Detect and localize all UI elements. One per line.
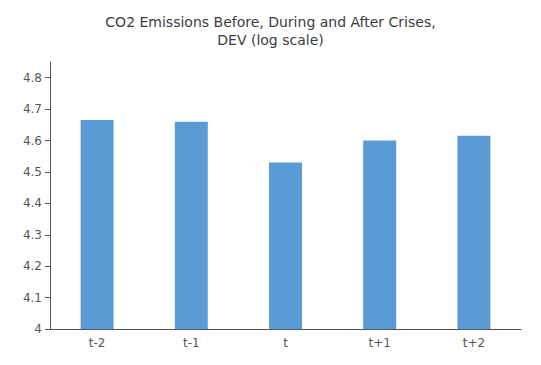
svg-text:4.3: 4.3: [23, 228, 42, 242]
svg-text:4.1: 4.1: [23, 291, 42, 305]
svg-text:4.8: 4.8: [23, 71, 42, 85]
svg-text:4.6: 4.6: [23, 134, 42, 148]
svg-text:4.7: 4.7: [23, 102, 42, 116]
svg-text:4.5: 4.5: [23, 165, 42, 179]
svg-text:t-2: t-2: [89, 336, 106, 350]
svg-text:4.4: 4.4: [23, 196, 42, 210]
svg-text:t+2: t+2: [463, 336, 485, 350]
svg-text:CO2 Emissions Before, During a: CO2 Emissions Before, During and After C…: [105, 14, 435, 30]
svg-text:4: 4: [34, 322, 42, 336]
svg-text:t+1: t+1: [368, 336, 390, 350]
svg-text:DEV (log scale): DEV (log scale): [217, 32, 323, 48]
svg-text:4.2: 4.2: [23, 259, 42, 273]
svg-text:t: t: [283, 336, 288, 350]
svg-text:t-1: t-1: [183, 336, 200, 350]
